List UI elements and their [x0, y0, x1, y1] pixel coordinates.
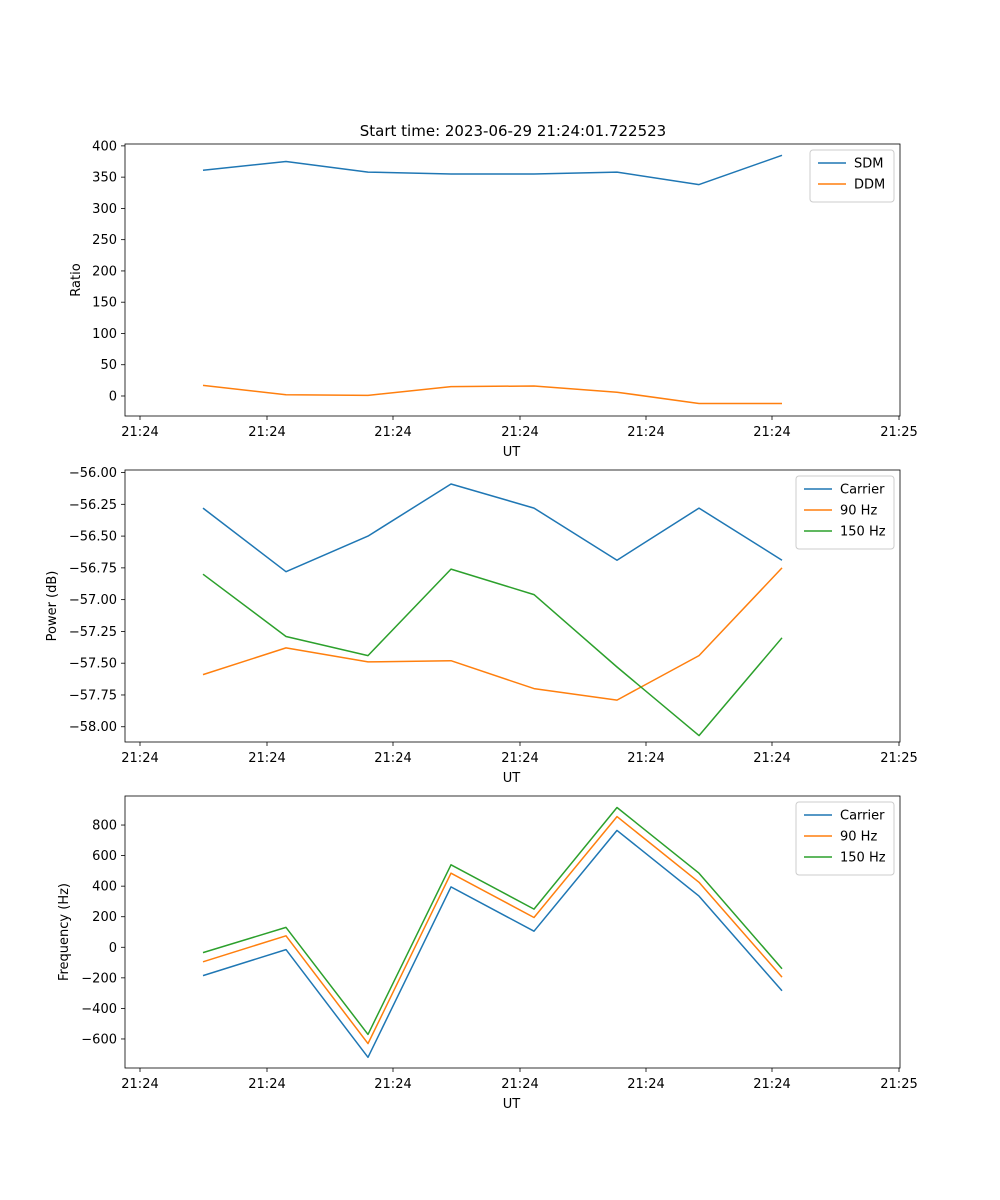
legend-label: 150 Hz [840, 525, 886, 540]
x-axis-label: UT [503, 771, 521, 786]
y-axis-label: Ratio [69, 263, 84, 296]
legend-label: 90 Hz [840, 504, 877, 519]
y-tick-label: 250 [92, 233, 117, 248]
x-tick-label: 21:24 [627, 425, 664, 440]
plot-frame [124, 795, 901, 1069]
x-tick-label: 21:24 [753, 425, 790, 440]
series-line-150-hz [202, 568, 783, 737]
x-tick-label: 21:24 [374, 1077, 411, 1092]
y-tick-label: 800 [92, 819, 117, 834]
y-tick-label: 400 [92, 880, 117, 895]
plot-frame [124, 469, 901, 743]
x-tick-label: 21:24 [374, 751, 411, 766]
x-tick-label: 21:24 [121, 1077, 158, 1092]
y-tick-label: 0 [109, 389, 117, 404]
y-tick-label: −56.75 [69, 561, 117, 576]
y-tick-label: 200 [92, 264, 117, 279]
y-tick-label: 0 [109, 941, 117, 956]
legend-label: 150 Hz [840, 851, 886, 866]
y-tick-label: −600 [81, 1032, 117, 1047]
x-tick-label: 21:24 [501, 1077, 538, 1092]
series-line-sdm [202, 154, 783, 186]
series-line-90-hz [202, 567, 783, 701]
x-tick-label: 21:24 [248, 425, 285, 440]
y-tick-label: −56.25 [69, 498, 117, 513]
x-axis-label: UT [503, 1097, 521, 1112]
y-tick-label: 600 [92, 849, 117, 864]
y-tick-label: 50 [100, 358, 117, 373]
y-tick-label: −200 [81, 971, 117, 986]
series-line-carrier [202, 829, 783, 1059]
y-tick-label: 200 [92, 910, 117, 925]
x-tick-label: 21:24 [753, 751, 790, 766]
legend-label: DDM [854, 178, 885, 193]
y-tick-label: 100 [92, 327, 117, 342]
chart-panel-3: 21:24 21:24 21:24 21:24 21:24 21:24 21:25 −600 −… [57, 795, 918, 1112]
x-tick-label: 21:24 [627, 1077, 664, 1092]
x-tick-label: 21:25 [880, 751, 917, 766]
y-axis-label: Power (dB) [45, 571, 60, 642]
x-tick-label: 21:24 [627, 751, 664, 766]
legend-label: SDM [854, 157, 883, 172]
x-tick-label: 21:24 [753, 1077, 790, 1092]
figure-title: Start time: 2023-06-29 21:24:01.722523 [360, 122, 666, 140]
y-axis-label: Frequency (Hz) [57, 883, 72, 981]
legend-label: Carrier [840, 809, 885, 824]
y-tick-label: 400 [92, 139, 117, 154]
y-tick-label: −56.50 [69, 530, 117, 545]
y-tick-label: −57.00 [69, 593, 117, 608]
x-tick-label: 21:24 [501, 751, 538, 766]
chart-panel-1: 21:24 21:24 21:24 21:24 21:24 21:24 21:25 0 50 10… [69, 139, 918, 460]
x-tick-label: 21:24 [374, 425, 411, 440]
legend-label: Carrier [840, 483, 885, 498]
y-tick-label: −57.75 [69, 688, 117, 703]
series-line-150-hz [202, 806, 783, 1036]
y-tick-label: 300 [92, 202, 117, 217]
y-tick-label: −56.00 [69, 466, 117, 481]
series-line-carrier [202, 483, 783, 573]
x-tick-label: 21:25 [880, 1077, 917, 1092]
plot-frame [124, 143, 901, 417]
y-tick-label: 350 [92, 171, 117, 186]
y-tick-label: −57.25 [69, 625, 117, 640]
series-line-90-hz [202, 815, 783, 1045]
x-axis-label: UT [503, 445, 521, 460]
series-line-ddm [202, 384, 782, 405]
x-tick-label: 21:24 [248, 1077, 285, 1092]
x-tick-label: 21:25 [880, 425, 917, 440]
x-tick-label: 21:24 [121, 425, 158, 440]
y-tick-label: 150 [92, 296, 117, 311]
y-tick-label: −58.00 [69, 720, 117, 735]
x-tick-label: 21:24 [248, 751, 285, 766]
y-tick-label: −57.50 [69, 657, 117, 672]
legend-label: 90 Hz [840, 830, 877, 845]
x-tick-label: 21:24 [501, 425, 538, 440]
x-tick-label: 21:24 [121, 751, 158, 766]
y-tick-label: −400 [81, 1002, 117, 1017]
chart-panel-2: 21:24 21:24 21:24 21:24 21:24 21:24 21:25 −58.0… [45, 466, 918, 786]
